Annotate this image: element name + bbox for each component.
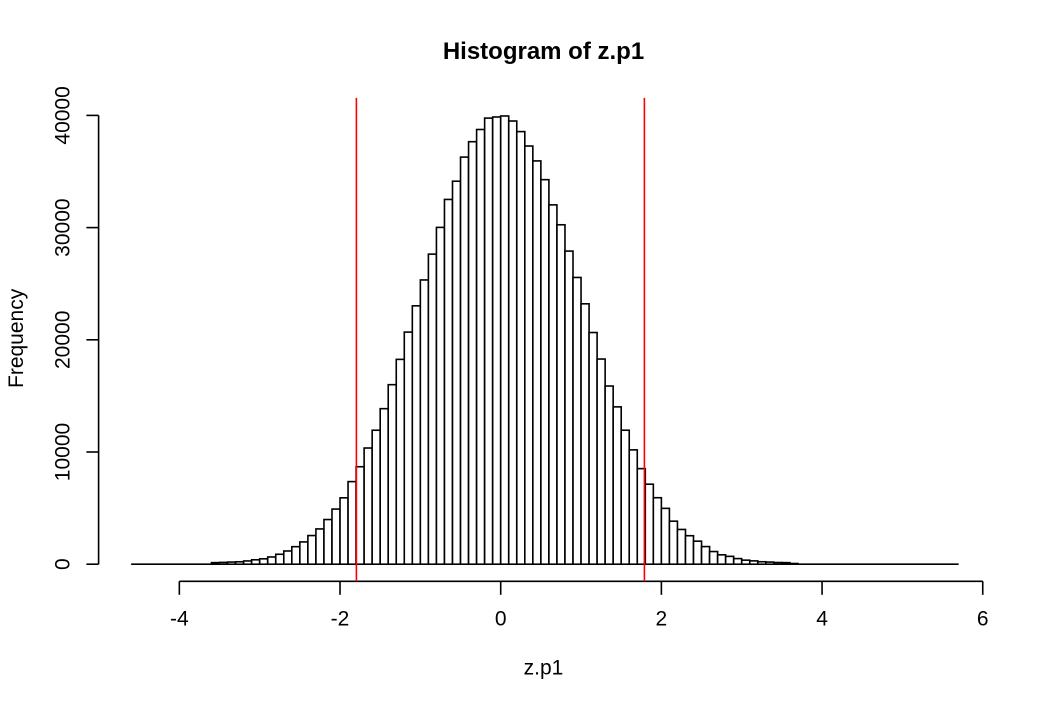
svg-text:0: 0 <box>495 608 507 631</box>
svg-text:10000: 10000 <box>52 423 75 481</box>
svg-text:-4: -4 <box>170 608 189 631</box>
svg-text:z.p1: z.p1 <box>524 656 564 679</box>
svg-text:4: 4 <box>816 608 828 631</box>
svg-text:-2: -2 <box>331 608 350 631</box>
svg-text:Frequency: Frequency <box>5 288 28 388</box>
svg-text:0: 0 <box>52 558 75 570</box>
svg-text:6: 6 <box>977 608 989 631</box>
svg-text:40000: 40000 <box>52 86 75 144</box>
svg-text:30000: 30000 <box>52 198 75 256</box>
svg-text:20000: 20000 <box>52 311 75 369</box>
svg-text:Histogram of z.p1: Histogram of z.p1 <box>443 38 644 65</box>
svg-text:2: 2 <box>656 608 668 631</box>
